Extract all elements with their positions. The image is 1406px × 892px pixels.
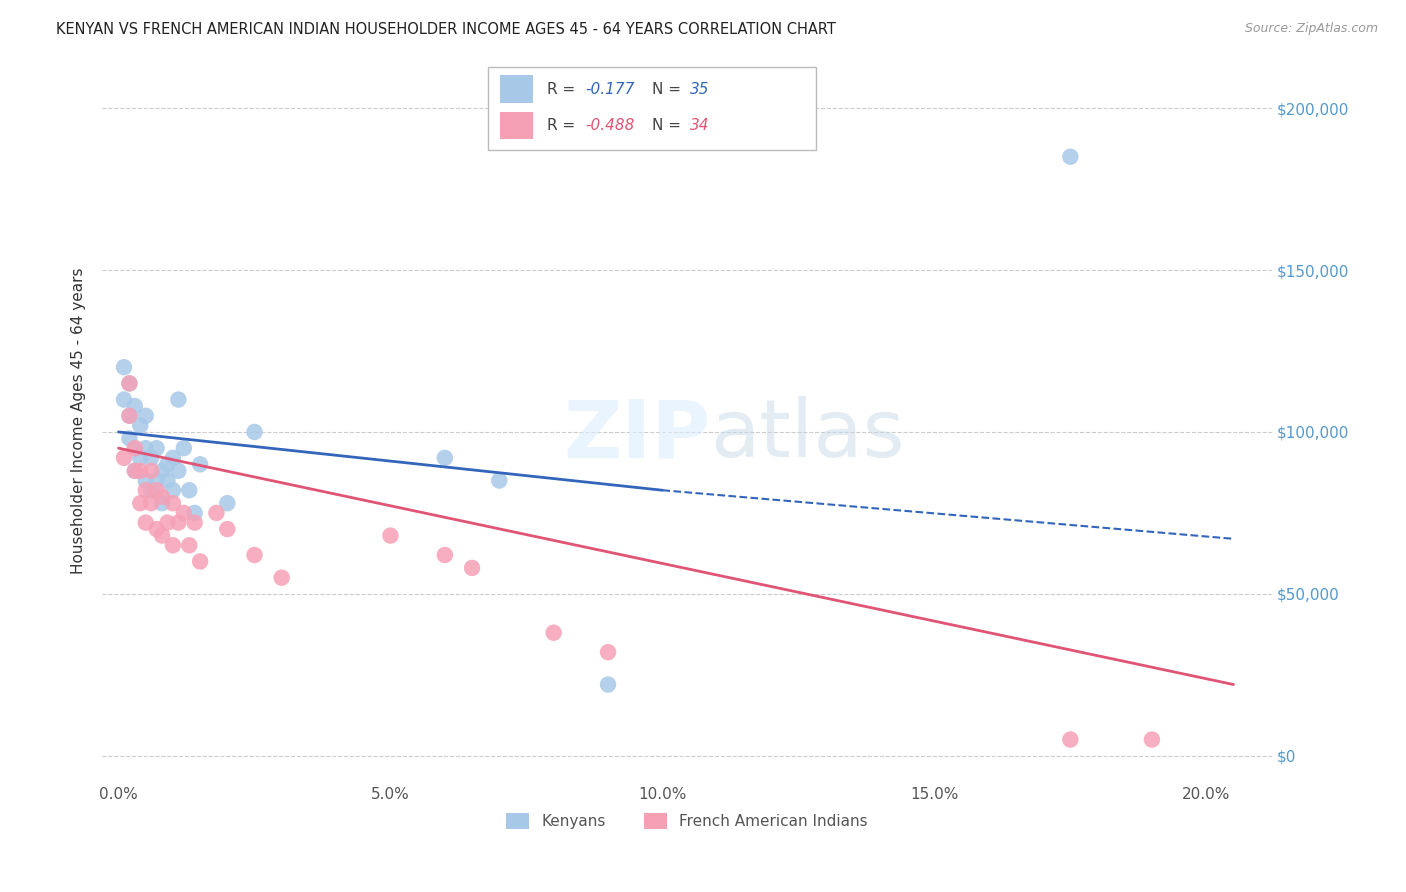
Point <box>433 548 456 562</box>
Point <box>129 450 152 465</box>
Point <box>270 571 292 585</box>
Point <box>129 496 152 510</box>
Point <box>488 474 510 488</box>
Point <box>112 360 135 375</box>
Point <box>124 441 146 455</box>
Point <box>1059 732 1081 747</box>
Point <box>141 496 163 510</box>
Point <box>380 528 402 542</box>
Point <box>124 464 146 478</box>
Point <box>543 625 565 640</box>
Point <box>129 418 152 433</box>
Point <box>179 483 201 498</box>
Point <box>150 528 173 542</box>
Point <box>156 516 179 530</box>
Point <box>150 464 173 478</box>
Point <box>145 474 167 488</box>
Point <box>135 441 157 455</box>
Point <box>162 483 184 498</box>
Text: -0.177: -0.177 <box>585 82 634 96</box>
Point <box>243 548 266 562</box>
Point <box>118 432 141 446</box>
Point <box>112 392 135 407</box>
Point <box>188 458 211 472</box>
Point <box>124 441 146 455</box>
Point <box>118 376 141 391</box>
Point <box>156 458 179 472</box>
Point <box>217 496 239 510</box>
Point <box>141 464 163 478</box>
Point <box>118 409 141 423</box>
Point <box>183 506 205 520</box>
Y-axis label: Householder Income Ages 45 - 64 years: Householder Income Ages 45 - 64 years <box>72 268 86 574</box>
Point <box>1140 732 1163 747</box>
Point <box>141 483 163 498</box>
Text: Source: ZipAtlas.com: Source: ZipAtlas.com <box>1244 22 1378 36</box>
Point <box>156 474 179 488</box>
Text: -0.488: -0.488 <box>585 118 634 133</box>
FancyBboxPatch shape <box>499 76 533 103</box>
Point <box>135 474 157 488</box>
Text: ZIP: ZIP <box>562 396 710 474</box>
Point <box>167 392 190 407</box>
Point <box>112 450 135 465</box>
Point <box>145 441 167 455</box>
Point <box>596 677 619 691</box>
Point <box>141 450 163 465</box>
Point <box>167 464 190 478</box>
Point <box>205 506 228 520</box>
Point <box>173 506 195 520</box>
Point <box>162 450 184 465</box>
FancyBboxPatch shape <box>499 112 533 139</box>
Point <box>124 399 146 413</box>
Point <box>129 464 152 478</box>
Point <box>124 464 146 478</box>
Text: atlas: atlas <box>710 396 904 474</box>
Point <box>217 522 239 536</box>
Point <box>173 441 195 455</box>
Point <box>145 522 167 536</box>
Point <box>118 376 141 391</box>
Point <box>150 490 173 504</box>
Point <box>135 409 157 423</box>
Text: KENYAN VS FRENCH AMERICAN INDIAN HOUSEHOLDER INCOME AGES 45 - 64 YEARS CORRELATI: KENYAN VS FRENCH AMERICAN INDIAN HOUSEHO… <box>56 22 837 37</box>
Point <box>461 561 484 575</box>
Text: R =: R = <box>547 118 579 133</box>
Point <box>179 538 201 552</box>
FancyBboxPatch shape <box>488 67 815 150</box>
Text: 34: 34 <box>690 118 710 133</box>
Legend: Kenyans, French American Indians: Kenyans, French American Indians <box>501 807 873 836</box>
Point <box>433 450 456 465</box>
Text: N =: N = <box>652 118 686 133</box>
Text: N =: N = <box>652 82 686 96</box>
Text: R =: R = <box>547 82 579 96</box>
Text: 35: 35 <box>690 82 710 96</box>
Point <box>162 538 184 552</box>
Point <box>243 425 266 439</box>
Point <box>162 496 184 510</box>
Point <box>135 516 157 530</box>
Point <box>188 554 211 568</box>
Point <box>1059 150 1081 164</box>
Point <box>183 516 205 530</box>
Point <box>118 409 141 423</box>
Point <box>135 483 157 498</box>
Point <box>150 496 173 510</box>
Point <box>167 516 190 530</box>
Point <box>596 645 619 659</box>
Point <box>145 483 167 498</box>
